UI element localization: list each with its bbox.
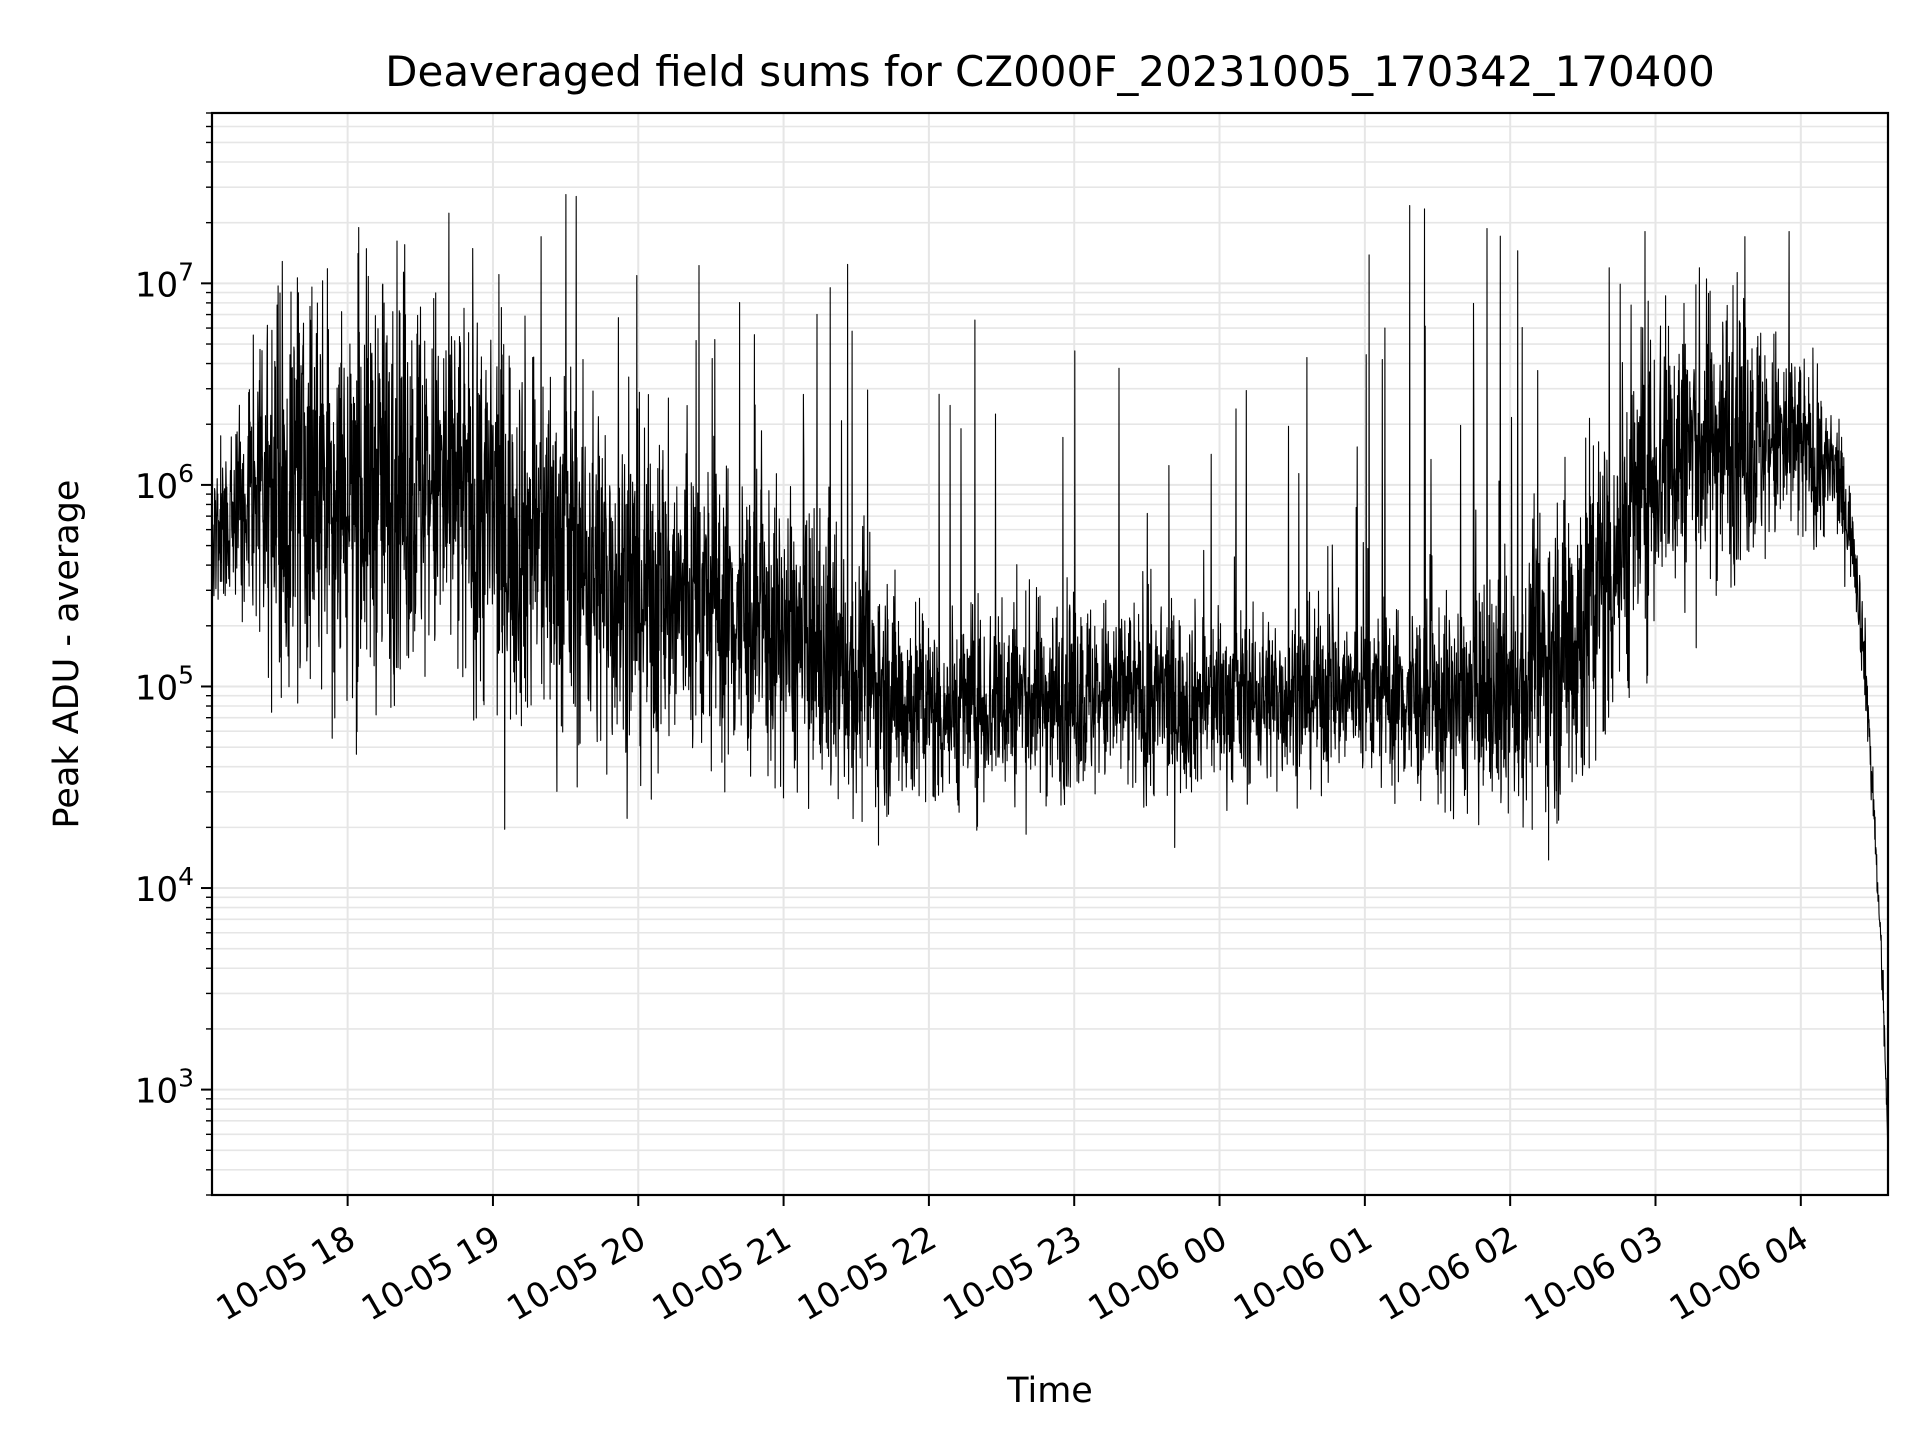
y-tick-label: 103 (135, 1064, 194, 1112)
x-tick-label: 10-05 20 (500, 1218, 652, 1329)
x-tick-label: 10-06 00 (1082, 1218, 1234, 1329)
x-tick-label: 10-05 22 (791, 1218, 943, 1329)
y-tick-label: 105 (135, 660, 194, 708)
x-tick-label: 10-06 01 (1227, 1218, 1379, 1329)
y-tick-label: 104 (135, 862, 194, 910)
x-tick-label: 10-05 19 (355, 1218, 507, 1329)
x-tick-label: 10-05 21 (646, 1218, 798, 1329)
series-layer (211, 193, 1889, 1150)
series-line (211, 193, 1889, 1150)
x-tick-label: 10-06 02 (1372, 1218, 1524, 1329)
plot-frame (210, 111, 1890, 1197)
y-tick-label: 107 (135, 257, 194, 305)
x-tick-label: 10-06 03 (1518, 1218, 1670, 1329)
chart-title: Deaveraged field sums for CZ000F_2023100… (385, 47, 1715, 96)
x-tick-label: 10-06 04 (1663, 1218, 1815, 1329)
x-tick-label: 10-05 18 (210, 1218, 362, 1329)
y-axis-title: Peak ADU - average (47, 480, 87, 829)
y-tick-label: 106 (135, 459, 194, 507)
x-axis-title: Time (1006, 1371, 1093, 1411)
x-tick-label: 10-05 23 (936, 1218, 1088, 1329)
